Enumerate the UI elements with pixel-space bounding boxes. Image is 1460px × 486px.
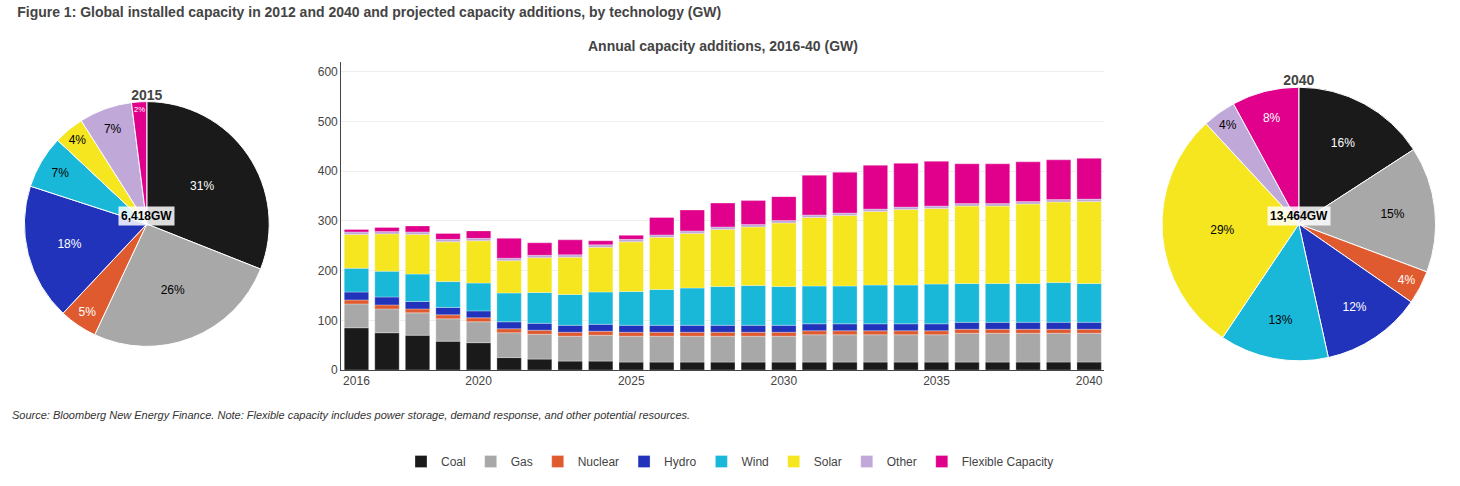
svg-text:2015: 2015 [131,87,162,103]
svg-text:Annual capacity additions, 201: Annual capacity additions, 2016-40 (GW) [588,38,858,54]
svg-text:Solar: Solar [814,455,842,469]
svg-text:300: 300 [318,214,338,228]
svg-text:2035: 2035 [923,374,950,388]
svg-text:0: 0 [331,363,338,377]
svg-text:2040: 2040 [1283,72,1314,88]
svg-text:100: 100 [318,314,338,328]
svg-text:Gas: Gas [511,455,533,469]
svg-text:8%: 8% [1263,111,1281,125]
svg-text:500: 500 [318,115,338,129]
svg-text:6,418GW: 6,418GW [121,209,172,223]
svg-text:2040: 2040 [1076,374,1103,388]
svg-text:200: 200 [318,264,338,278]
svg-text:18%: 18% [57,237,81,251]
svg-text:5%: 5% [78,305,96,319]
svg-text:Nuclear: Nuclear [578,455,619,469]
svg-text:13,464GW: 13,464GW [1270,209,1328,223]
svg-text:7%: 7% [104,122,122,136]
svg-text:29%: 29% [1210,223,1234,237]
svg-text:Source: Bloomberg New Energy F: Source: Bloomberg New Energy Finance. No… [12,409,690,421]
svg-text:31%: 31% [190,179,214,193]
svg-text:Figure 1: Global installed cap: Figure 1: Global installed capacity in 2… [17,4,721,20]
svg-text:2030: 2030 [771,374,798,388]
svg-text:2025: 2025 [618,374,645,388]
svg-text:7%: 7% [51,166,69,180]
svg-text:26%: 26% [161,283,185,297]
svg-text:Hydro: Hydro [664,455,696,469]
svg-text:2%: 2% [134,105,145,114]
svg-text:4%: 4% [1398,273,1416,287]
svg-text:16%: 16% [1331,136,1355,150]
svg-text:4%: 4% [1219,118,1237,132]
svg-text:Wind: Wind [741,455,768,469]
svg-text:4%: 4% [69,133,87,147]
svg-text:Coal: Coal [441,455,466,469]
svg-text:2016: 2016 [343,374,370,388]
svg-text:600: 600 [318,65,338,79]
svg-text:2020: 2020 [465,374,492,388]
svg-text:15%: 15% [1380,207,1404,221]
svg-text:13%: 13% [1268,313,1292,327]
svg-text:400: 400 [318,164,338,178]
svg-text:Other: Other [887,455,917,469]
svg-text:Flexible Capacity: Flexible Capacity [962,455,1053,469]
svg-text:12%: 12% [1342,300,1366,314]
